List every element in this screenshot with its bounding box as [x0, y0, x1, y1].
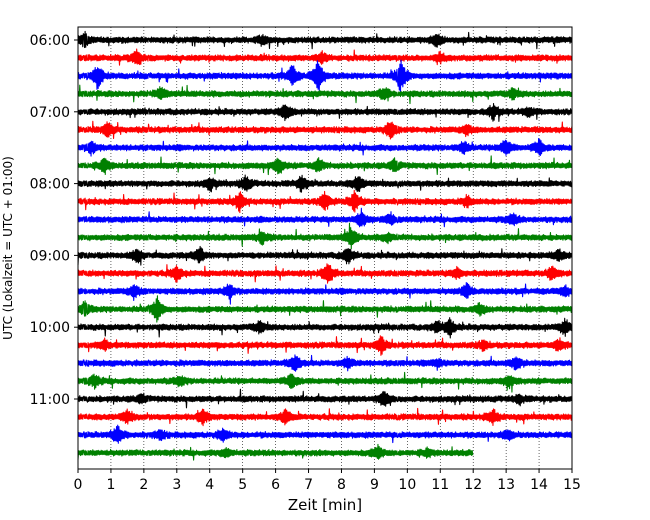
- x-tick-label: 6: [271, 477, 280, 493]
- x-tick-label: 2: [139, 477, 148, 493]
- seismic-trace: [77, 424, 573, 444]
- x-tick-label: 9: [370, 477, 379, 493]
- seismic-trace: [77, 245, 573, 266]
- x-axis-ticks: 0 1 2 3 4 5 6 7 8 9 10 11 12 13 14 15: [74, 469, 581, 493]
- x-tick-label: 7: [304, 477, 313, 493]
- seismic-trace: [77, 282, 573, 305]
- seismic-trace: [77, 222, 573, 250]
- seismic-trace: [77, 155, 573, 176]
- y-tick-label: 06:00: [30, 33, 70, 49]
- seismic-trace: [77, 102, 573, 122]
- seismic-trace: [77, 407, 573, 427]
- seismic-trace: [77, 137, 573, 157]
- x-tick-label: 12: [464, 477, 482, 493]
- seismic-trace: [77, 174, 573, 193]
- plot-frame: [77, 26, 573, 470]
- x-tick-label: 8: [337, 477, 346, 493]
- x-tick-label: 1: [106, 477, 115, 493]
- seismic-trace: [77, 59, 573, 94]
- seismic-trace: [77, 120, 573, 140]
- x-tick-label: 13: [497, 477, 515, 493]
- seismic-trace: [77, 84, 573, 105]
- seismic-trace: [77, 295, 573, 323]
- y-tick-label: 09:00: [30, 248, 70, 264]
- x-tick-label: 5: [238, 477, 247, 493]
- y-tick-label: 07:00: [30, 105, 70, 121]
- y-axis-label: UTC (Lokalzeit = UTC + 01:00): [1, 156, 15, 340]
- x-tick-label: 10: [398, 477, 416, 493]
- x-tick-label: 11: [431, 477, 449, 493]
- x-tick-label: 0: [74, 477, 83, 493]
- x-tick-label: 15: [563, 477, 581, 493]
- y-axis-ticks: 06:00 07:00 08:00 09:00 10:00 11:00: [30, 33, 78, 408]
- y-tick-label: 08:00: [30, 177, 70, 193]
- y-tick-label: 10:00: [30, 320, 70, 336]
- seismic-trace: [77, 354, 573, 372]
- x-tick-label: 14: [530, 477, 548, 493]
- x-tick-label: 3: [172, 477, 181, 493]
- seismic-trace: [77, 443, 474, 461]
- x-tick-label: 4: [205, 477, 214, 493]
- seismic-trace: [77, 207, 573, 228]
- seismic-trace: [77, 189, 573, 214]
- seismic-trace: [77, 30, 573, 50]
- seismic-trace: [77, 48, 573, 66]
- seismic-traces: [77, 30, 573, 461]
- seismic-trace: [77, 371, 573, 393]
- seismic-trace: [77, 335, 573, 356]
- seismic-trace: [77, 317, 573, 339]
- seismic-trace: [77, 263, 573, 284]
- y-tick-label: 11:00: [30, 392, 70, 408]
- seismic-trace: [77, 388, 573, 409]
- x-axis-label: Zeit [min]: [288, 496, 362, 514]
